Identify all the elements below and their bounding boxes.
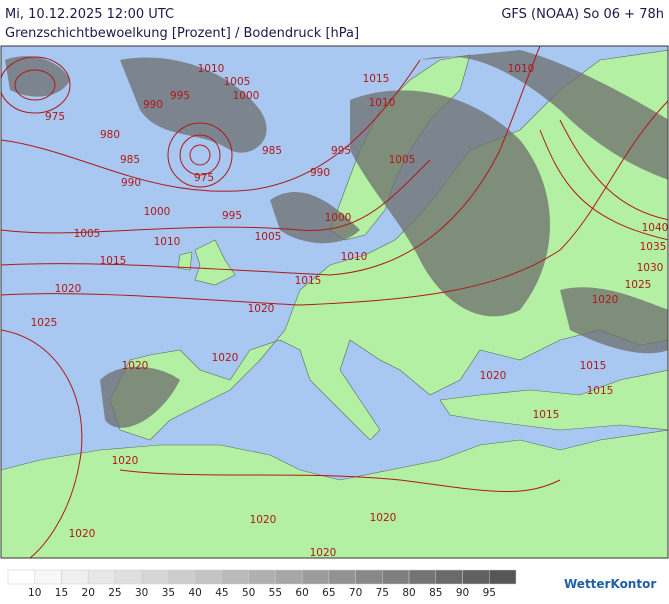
isobar-label: 1020 — [592, 294, 619, 306]
legend-swatch — [408, 569, 437, 585]
isobar-label: 1015 — [363, 73, 390, 85]
isobar-label: 995 — [170, 90, 190, 102]
legend-swatch — [435, 569, 463, 585]
legend-swatch — [301, 569, 330, 585]
isobar-label: 975 — [45, 111, 65, 123]
legend-swatch — [34, 569, 62, 585]
isobar-label: 980 — [100, 129, 120, 141]
legend-tick-label: 15 — [55, 587, 68, 599]
isobar-label: 995 — [222, 210, 242, 222]
legend-swatch — [7, 569, 35, 585]
isobar-label: 1030 — [637, 262, 664, 274]
legend-tick-label: 25 — [108, 587, 121, 599]
cloud-cover — [5, 50, 668, 428]
isobar-label: 1020 — [248, 303, 275, 315]
legend-swatch — [87, 569, 116, 585]
isobar-label: 1015 — [587, 385, 614, 397]
legend-tick-label: 30 — [135, 587, 148, 599]
isobar-label: 1010 — [341, 251, 368, 263]
legend-swatch — [382, 569, 410, 585]
legend-tick-label: 20 — [82, 587, 95, 599]
isobar-label: 1005 — [255, 231, 282, 243]
legend-tick-label: 40 — [188, 587, 201, 599]
brand: WetterKontor — [564, 577, 656, 591]
legend-tick-label: 90 — [456, 587, 469, 599]
legend-swatch — [489, 569, 517, 585]
legend-swatch — [221, 569, 249, 585]
legend-tick-label: 10 — [28, 587, 41, 599]
isobar-label: 985 — [120, 154, 140, 166]
isobar-label: 1040 — [642, 222, 669, 234]
isobar-label: 1020 — [250, 514, 277, 526]
isobar-label: 1015 — [100, 255, 127, 267]
isobar-label: 985 — [262, 145, 282, 157]
isobar-label: 1000 — [233, 90, 260, 102]
isobar-label: 1020 — [480, 370, 507, 382]
model-run: GFS (NOAA) So 06 + 78h — [501, 7, 664, 22]
isobar-label: 1020 — [122, 360, 149, 372]
legend-swatch — [61, 569, 89, 585]
isobar-label: 990 — [121, 177, 141, 189]
isobar-label: 1025 — [625, 279, 652, 291]
isobar-label: 1025 — [31, 317, 58, 329]
datetime: Mi, 10.12.2025 12:00 UTC — [5, 7, 174, 22]
legend-tick-label: 85 — [429, 587, 442, 599]
legend-swatch — [328, 569, 356, 585]
isobar-label: 1010 — [198, 63, 225, 75]
legend-tick-label: 95 — [483, 587, 496, 599]
isobar-label: 975 — [194, 172, 214, 184]
legend: 10 15 20 25 30 35 40 45 50 55 60 65 70 75 80 85 90 95 — [7, 569, 517, 599]
isobar-label: 1015 — [533, 409, 560, 421]
isobar-label: 990 — [310, 167, 330, 179]
isobar-label: 1020 — [310, 547, 337, 559]
legend-swatch — [355, 569, 383, 585]
legend-tick-label: 50 — [242, 587, 255, 599]
legend-tick-label: 55 — [269, 587, 282, 599]
legend-swatch — [248, 569, 276, 585]
isobar-label: 1000 — [325, 212, 352, 224]
legend-tick-label: 75 — [376, 587, 389, 599]
subtitle: Grenzschichtbewoelkung [Prozent] / Boden… — [5, 26, 359, 41]
legend-tick-label: 70 — [349, 587, 362, 599]
legend-tick-label: 80 — [402, 587, 415, 599]
legend-swatch — [275, 569, 303, 585]
legend-tick-label: 60 — [295, 587, 308, 599]
isobar-label: 1005 — [224, 76, 251, 88]
isobars — [1, 46, 668, 558]
isobar-label: 1010 — [508, 63, 535, 75]
legend-tick-label: 45 — [215, 587, 228, 599]
isobar-label: 1015 — [295, 275, 322, 287]
isobar-label: 1020 — [370, 512, 397, 524]
legend-swatch — [114, 569, 142, 585]
isobar-label: 1035 — [640, 241, 667, 253]
isobar-label: 1005 — [389, 154, 416, 166]
isobar-label: 1020 — [69, 528, 96, 540]
legend-tick-label: 65 — [322, 587, 335, 599]
isobar-label: 1020 — [212, 352, 239, 364]
legend-swatch — [194, 569, 223, 585]
legend-tick-label: 35 — [162, 587, 175, 599]
isobar-label: 1020 — [55, 283, 82, 295]
isobar-label: 1010 — [154, 236, 181, 248]
isobar-label: 1015 — [580, 360, 607, 372]
isobar-label: 1005 — [74, 228, 101, 240]
legend-swatch — [141, 569, 169, 585]
isobar-label: 990 — [143, 99, 163, 111]
legend-swatch — [462, 569, 490, 585]
legend-swatch — [168, 569, 196, 585]
isobar-label: 1010 — [369, 97, 396, 109]
isobar-label: 1000 — [144, 206, 171, 218]
isobar-label: 1020 — [112, 455, 139, 467]
map-frame — [0, 45, 669, 559]
isobar-label: 995 — [331, 145, 351, 157]
